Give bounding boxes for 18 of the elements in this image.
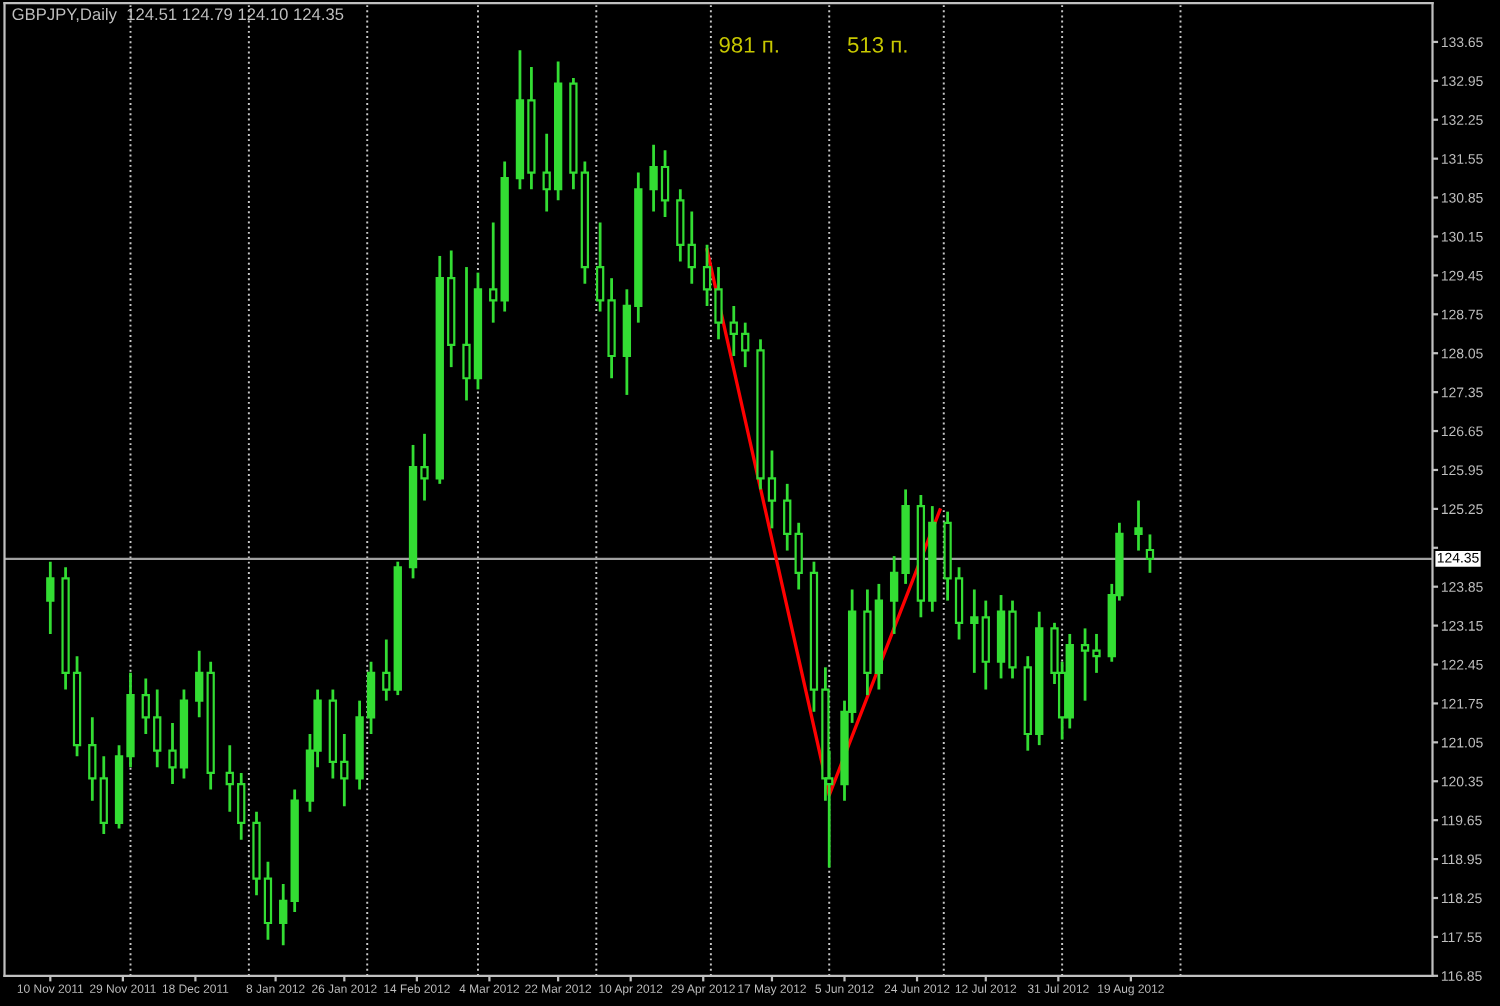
- candlestick: [99, 754, 108, 836]
- candlestick: [88, 715, 97, 803]
- annotation: 513 п.: [847, 37, 907, 53]
- candlestick: [783, 482, 792, 552]
- candlestick: [687, 210, 696, 286]
- candlestick: [1145, 533, 1155, 575]
- candlestick: [279, 882, 288, 947]
- candlestick: [1134, 499, 1143, 552]
- candlestick: [195, 649, 204, 719]
- candlestick: [46, 560, 55, 636]
- annotation: 981 п.: [719, 37, 778, 53]
- candlestick: [794, 521, 803, 591]
- candlestick: [981, 599, 990, 691]
- candlestick: [382, 638, 391, 703]
- candlestick: [489, 221, 498, 325]
- chart-title: GBPJPY,Daily 124.51 124.79 124.10 124.35: [12, 7, 344, 24]
- candlestick: [676, 187, 685, 263]
- candlestick: [970, 588, 979, 675]
